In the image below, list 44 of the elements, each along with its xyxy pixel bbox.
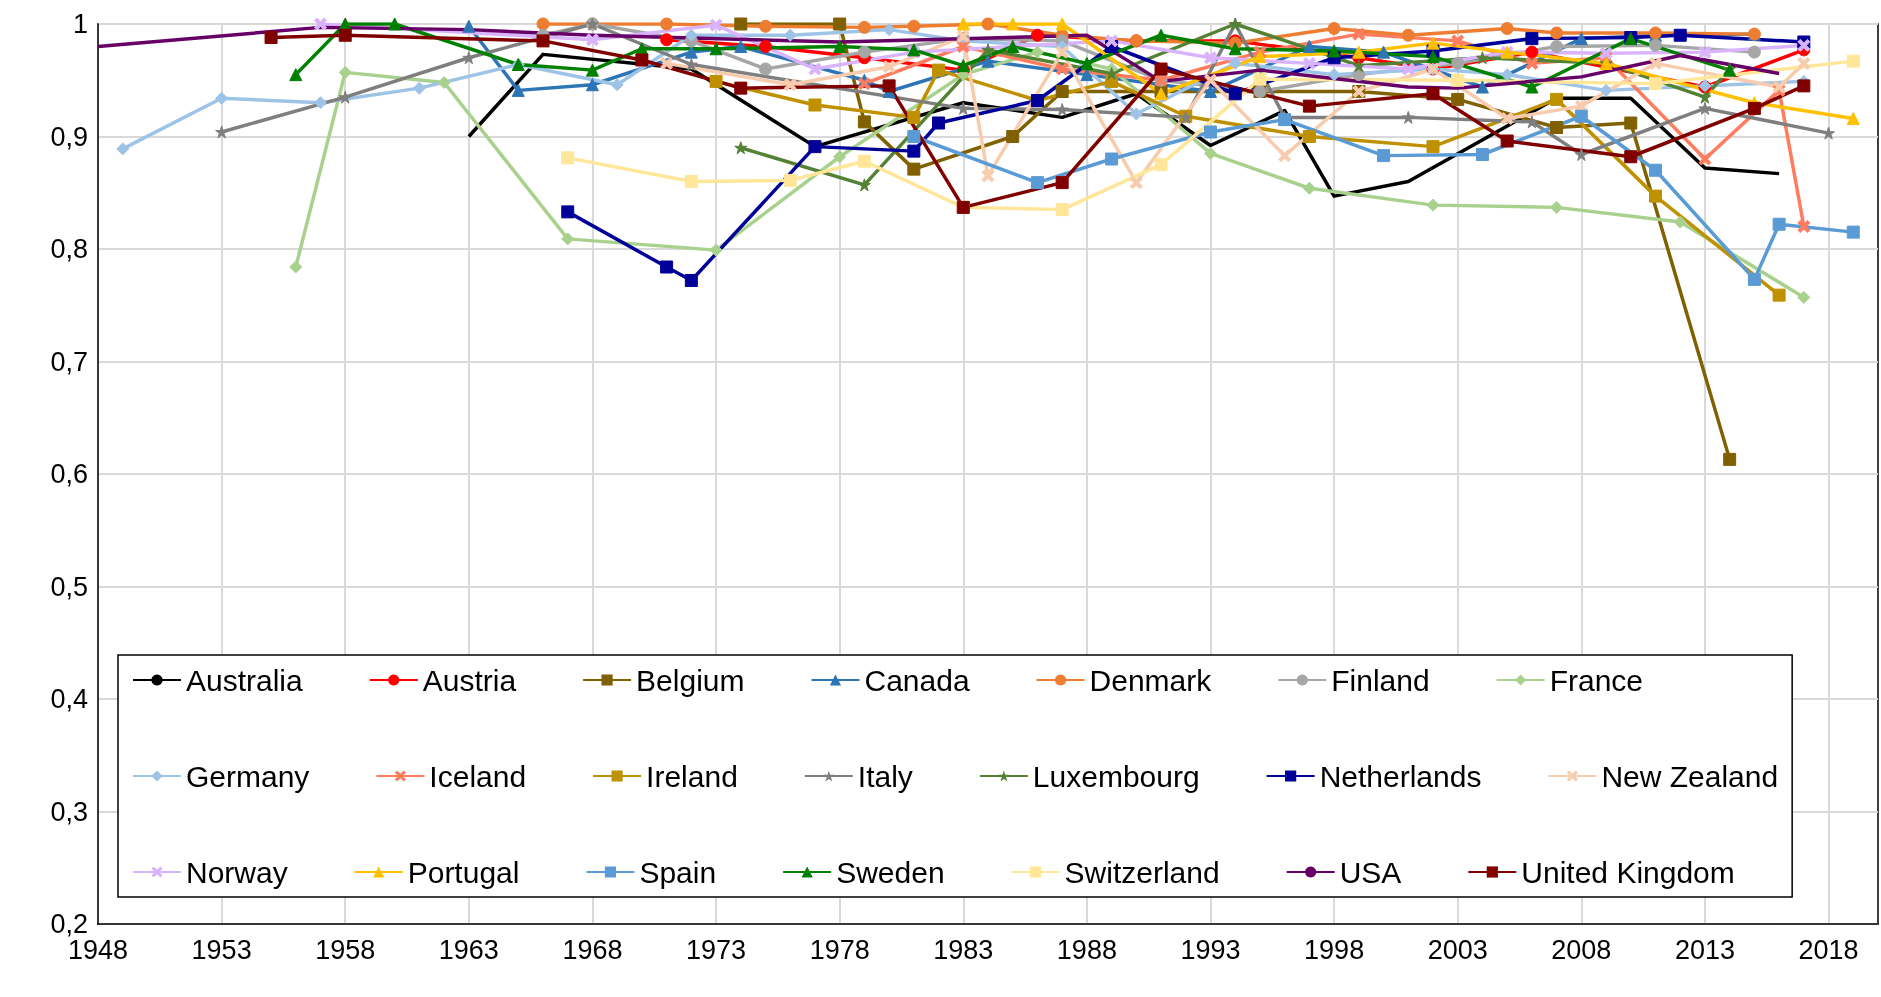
x-tick-label: 1973 (686, 934, 747, 965)
legend-label: USA (1339, 855, 1402, 889)
y-tick-label: 0,7 (50, 346, 88, 377)
x-tick-label: 1983 (933, 934, 994, 965)
legend-label: Netherlands (1319, 759, 1482, 793)
x-tick-label: 1993 (1180, 934, 1241, 965)
legend-label: Sweden (836, 855, 945, 889)
x-tick-label: 2013 (1674, 934, 1735, 965)
legend-label: Switzerland (1064, 855, 1220, 889)
legend-label: Denmark (1089, 663, 1213, 697)
x-tick-label: 2008 (1551, 934, 1612, 965)
legend-label: United Kingdom (1521, 855, 1735, 889)
x-tick-label: 1998 (1304, 934, 1365, 965)
legend-label: Norway (186, 855, 288, 889)
y-tick-label: 0,4 (50, 684, 88, 714)
legend-label: France (1549, 663, 1644, 697)
y-tick-label: 0,6 (50, 459, 88, 489)
legend-label: Spain (639, 855, 717, 889)
legend-label: Finland (1331, 663, 1430, 697)
x-tick-label: 1958 (315, 934, 376, 965)
y-tick-label: 1 (72, 9, 88, 39)
y-tick-label: 0,8 (50, 234, 88, 264)
legend-label: Germany (186, 759, 310, 793)
x-tick-label: 1978 (809, 934, 870, 965)
legend-label: Italy (857, 759, 913, 793)
y-tick-label: 0,3 (50, 796, 88, 827)
x-tick-label: 2003 (1427, 934, 1488, 965)
legend-label: Ireland (646, 759, 738, 793)
y-tick-label: 0,9 (50, 121, 88, 152)
legend-label: Canada (864, 663, 970, 697)
x-tick-label: 1988 (1056, 934, 1117, 965)
y-tick-label: 0,2 (50, 909, 88, 939)
legend-label: Portugal (407, 855, 520, 889)
y-tick-label: 0,5 (50, 571, 88, 602)
legend-label: Iceland (429, 759, 527, 793)
legend-label: New Zealand (1601, 759, 1779, 793)
legend-label: Belgium (636, 663, 745, 697)
x-tick-label: 1953 (191, 934, 252, 965)
legend-label: Austria (422, 663, 517, 697)
x-tick-label: 2018 (1798, 934, 1859, 965)
x-tick-label: 1968 (562, 934, 623, 965)
x-tick-label: 1963 (438, 934, 499, 965)
legend-label: Australia (186, 663, 304, 697)
legend-label: Luxembourg (1032, 759, 1200, 793)
